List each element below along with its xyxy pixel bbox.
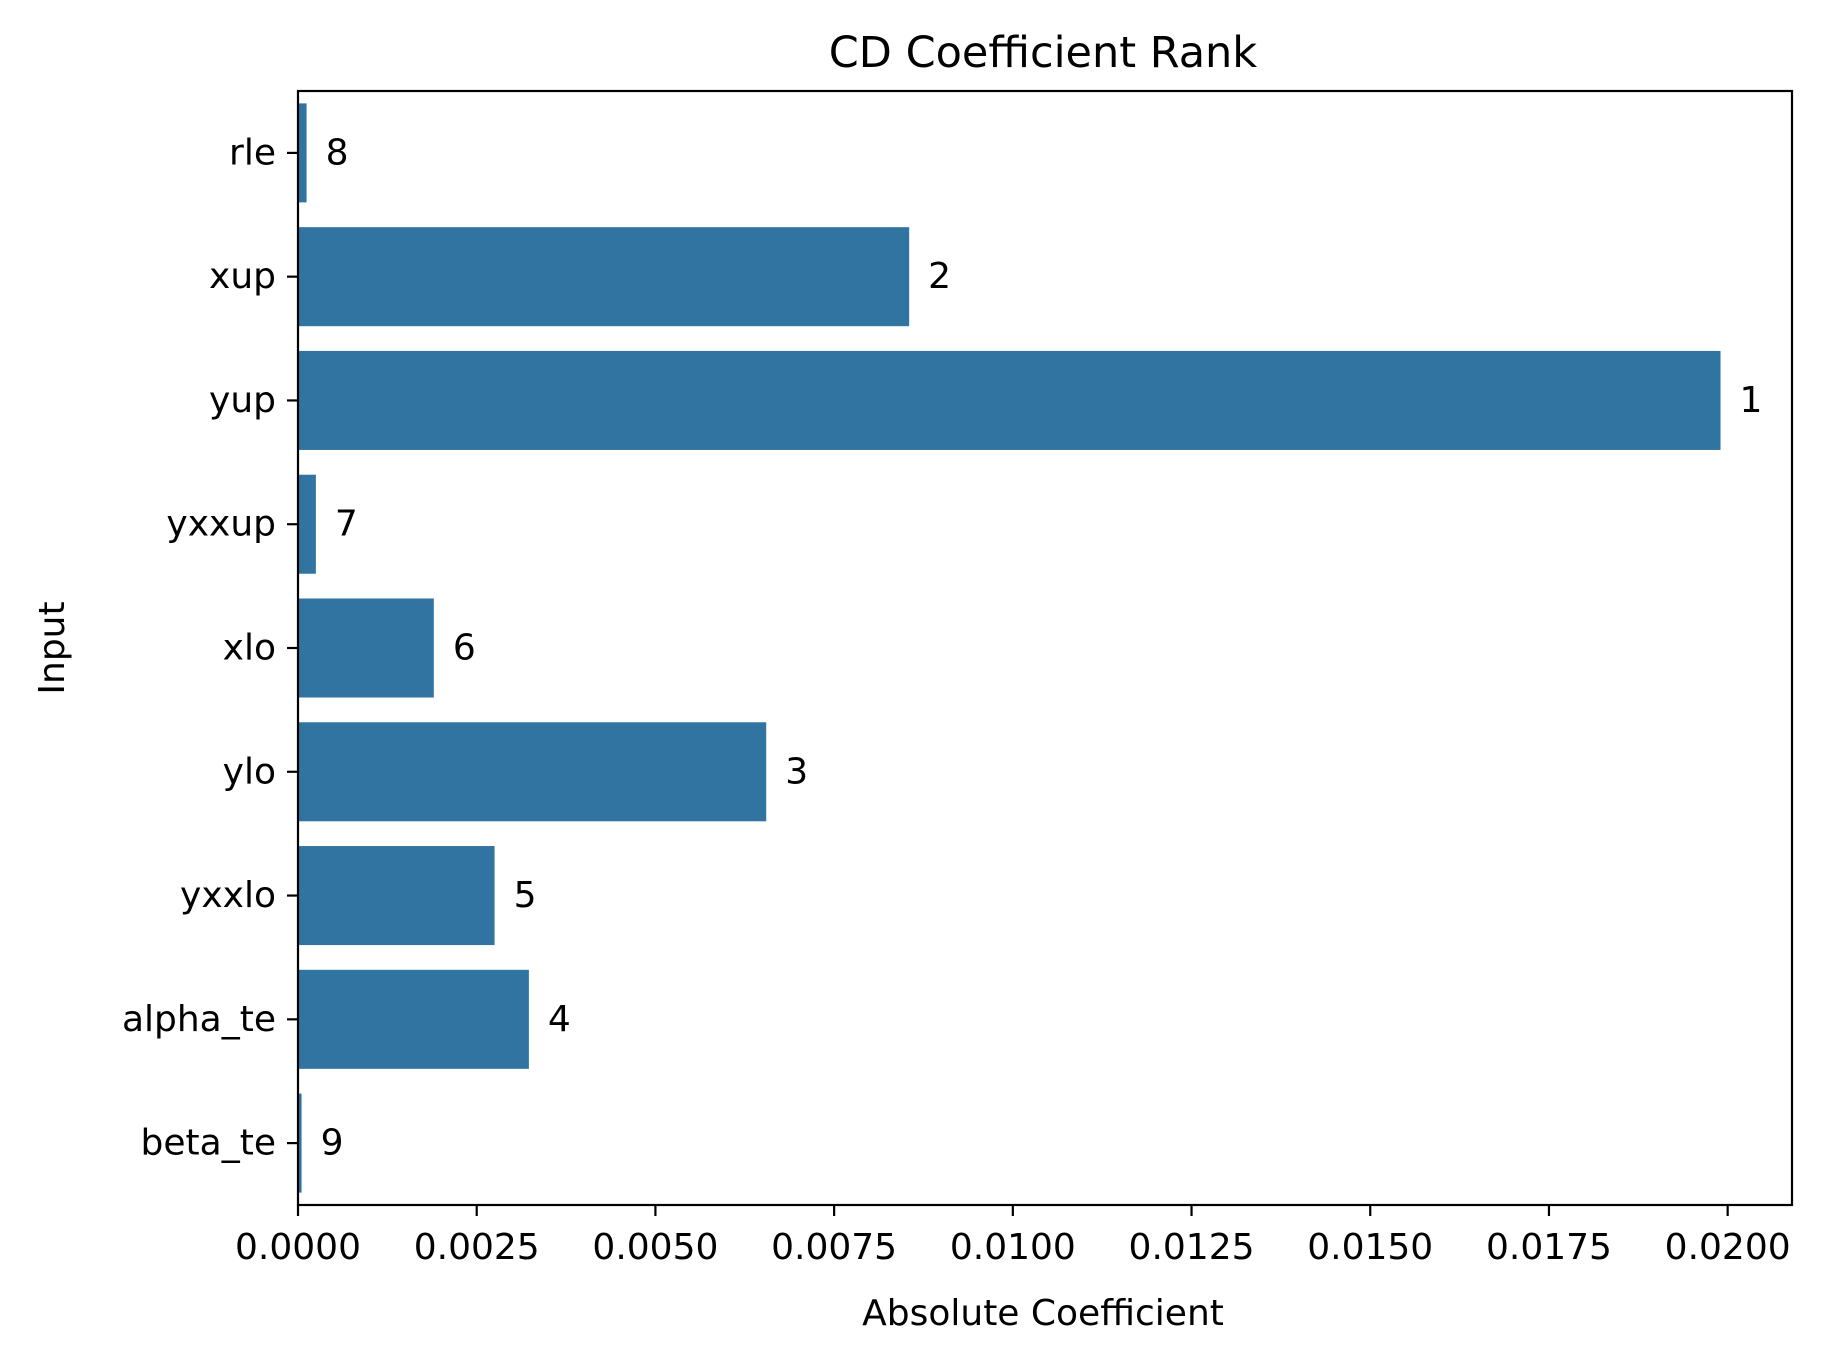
y-axis: rle xup yup yxxup xlo ylo yxxlo alpha_te beta_te	[122, 132, 298, 1164]
bar-label-beta_te: 9	[321, 1123, 344, 1164]
x-tick-label-3: 0.0075	[771, 1227, 897, 1268]
x-tick-label-6: 0.0150	[1307, 1227, 1433, 1268]
bar-beta_te	[298, 1093, 302, 1193]
x-tick-label-2: 0.0050	[592, 1227, 718, 1268]
bar-ylo	[298, 722, 767, 822]
y-tick-label-xlo: xlo	[223, 628, 276, 669]
bar-label-xup: 2	[928, 256, 951, 297]
chart-title: CD Coefficient Rank	[829, 28, 1258, 78]
x-tick-label-8: 0.0200	[1665, 1227, 1791, 1268]
x-tick-label-5: 0.0125	[1129, 1227, 1255, 1268]
bar-label-alpha_te: 4	[548, 999, 571, 1040]
bar-label-yup: 1	[1740, 380, 1763, 421]
x-axis: 0.0000 0.0025 0.0050 0.0075 0.0100 0.0125 0.01…	[235, 1205, 1791, 1268]
x-tick-label-0: 0.0000	[235, 1227, 361, 1268]
y-tick-label-yxxup: yxxup	[166, 504, 276, 545]
x-tick-label-4: 0.0100	[950, 1227, 1076, 1268]
bar-rle	[298, 103, 307, 203]
bar-label-yxxlo: 5	[514, 875, 537, 916]
x-tick-label-7: 0.0175	[1486, 1227, 1612, 1268]
y-tick-label-yxxlo: yxxlo	[180, 875, 276, 916]
bar-label-rle: 8	[326, 132, 349, 173]
bar-yup	[298, 350, 1721, 450]
bar-labels-layer: 8 2 1 7 6 3 5 4 9	[321, 132, 1763, 1163]
plot-frame	[296, 89, 1794, 1207]
bar-alpha_te	[298, 969, 529, 1069]
bar-label-yxxup: 7	[335, 504, 358, 545]
y-tick-label-yup: yup	[209, 380, 276, 421]
x-tick-label-1: 0.0025	[414, 1227, 540, 1268]
y-tick-label-beta_te: beta_te	[141, 1123, 276, 1164]
y-tick-label-rle: rle	[229, 132, 276, 173]
x-axis-title: Absolute Coefficient	[862, 1293, 1224, 1334]
bar-yxxlo	[298, 846, 495, 946]
y-tick-label-xup: xup	[209, 256, 276, 297]
bar-label-ylo: 3	[785, 751, 808, 792]
y-tick-label-ylo: ylo	[223, 751, 276, 792]
bar-label-xlo: 6	[453, 628, 476, 669]
bars-layer	[298, 103, 1721, 1193]
bar-yxxup	[298, 474, 316, 574]
y-tick-label-alpha_te: alpha_te	[122, 999, 276, 1040]
bar-xup	[298, 227, 910, 327]
y-axis-title: Input	[32, 601, 73, 694]
bar-xlo	[298, 598, 434, 698]
